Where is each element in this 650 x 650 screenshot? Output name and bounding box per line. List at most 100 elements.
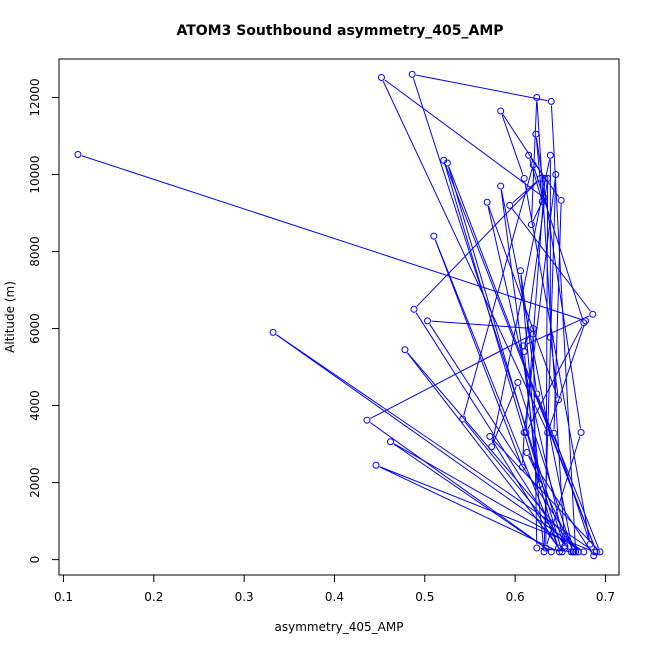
data-point [532,130,540,138]
series-line-segment [444,163,596,549]
data-point [529,330,537,338]
series-line-segment [511,208,591,312]
data-point [517,267,525,275]
y-tick-label: 6000 [28,313,42,344]
series-line-segment [491,439,557,545]
x-tick-label: 0.5 [415,590,434,604]
series-line-segment [276,334,581,550]
series-line-segment [444,163,559,549]
series-line-segment [276,334,592,551]
y-tick-label: 8000 [28,236,42,267]
data-point [74,150,82,158]
data-point [518,463,526,471]
data-point [536,481,544,489]
chart-title: ATOM3 Southbound asymmetry_405_AMP [176,23,503,39]
data-point [570,548,578,556]
series-line-segment [528,455,592,553]
x-axis-label: asymmetry_405_AMP [275,620,404,634]
series-line-segment [431,320,530,329]
series-line-segment [407,352,577,550]
data-point [408,70,416,78]
data-point [547,97,555,105]
data-point [541,174,549,182]
series-line-segment [550,341,559,396]
data-point [580,319,588,327]
series-line-segment [488,205,558,397]
series-line-segment [524,182,548,348]
series-layer [74,70,604,560]
y-tick-label: 12000 [28,78,42,116]
data-point [596,548,604,556]
data-point [591,548,599,556]
x-tick-label: 0.7 [596,590,615,604]
data-point [525,151,533,159]
data-point [520,174,528,182]
data-point [536,174,544,182]
data-point [554,396,562,404]
x-tick-label: 0.2 [144,590,163,604]
data-point [586,540,594,548]
data-point [546,151,554,159]
x-tick-label: 0.6 [506,590,525,604]
data-point [546,333,554,341]
data-point [410,305,418,313]
data-point [483,198,491,206]
series-line-segment [528,455,573,549]
y-tick-label: 0 [28,556,42,564]
data-point [574,548,582,556]
series-line-segment [529,158,542,198]
series-line-segment [518,386,573,549]
data-point [440,156,448,164]
data-point [430,232,438,240]
series-line-segment [429,323,577,549]
series-line-segment [500,189,573,549]
data-point [363,416,371,424]
data-point [497,107,505,115]
data-point [522,429,530,437]
x-tick-label: 0.4 [325,590,344,604]
data-point [372,461,380,469]
data-point [533,544,541,552]
data-point [386,438,394,446]
series-line-segment [434,239,558,545]
data-point [533,390,541,398]
data-point [547,548,555,556]
data-point [542,544,550,552]
series-line-segment [512,180,538,204]
y-axis-label: Altitude (m) [3,281,17,353]
series-line-segment [434,239,522,464]
data-point [550,429,558,437]
series-line-segment [384,79,542,196]
data-point [269,328,277,336]
data-point [567,548,575,556]
data-point [558,548,566,556]
series-line-segment [500,189,540,481]
series-line-segment [416,180,539,307]
series-line-segment [532,337,538,545]
series-line-segment [379,466,556,551]
data-point [377,73,385,81]
data-point [486,432,494,440]
data-point [538,197,546,205]
data-point [488,443,496,451]
series-line-segment [463,168,533,416]
series-line-segment [527,326,583,430]
data-point [529,325,537,333]
series-line-segment [492,385,517,444]
series-line-segment [464,421,569,550]
data-point [582,317,590,325]
series-line-segment [393,443,549,551]
data-point [590,552,598,560]
series-line-segment [487,206,565,543]
data-point [540,194,548,202]
series-line-segment [537,397,600,549]
series-line-segment [382,80,547,430]
x-axis: 0.1 0.2 0.3 0.4 0.5 0.6 0.7 [54,574,615,604]
series-line-segment [524,355,545,548]
data-point [572,548,580,556]
data-point [424,317,432,325]
data-point [589,310,597,318]
data-point [544,174,552,182]
series-line-segment [543,178,557,548]
